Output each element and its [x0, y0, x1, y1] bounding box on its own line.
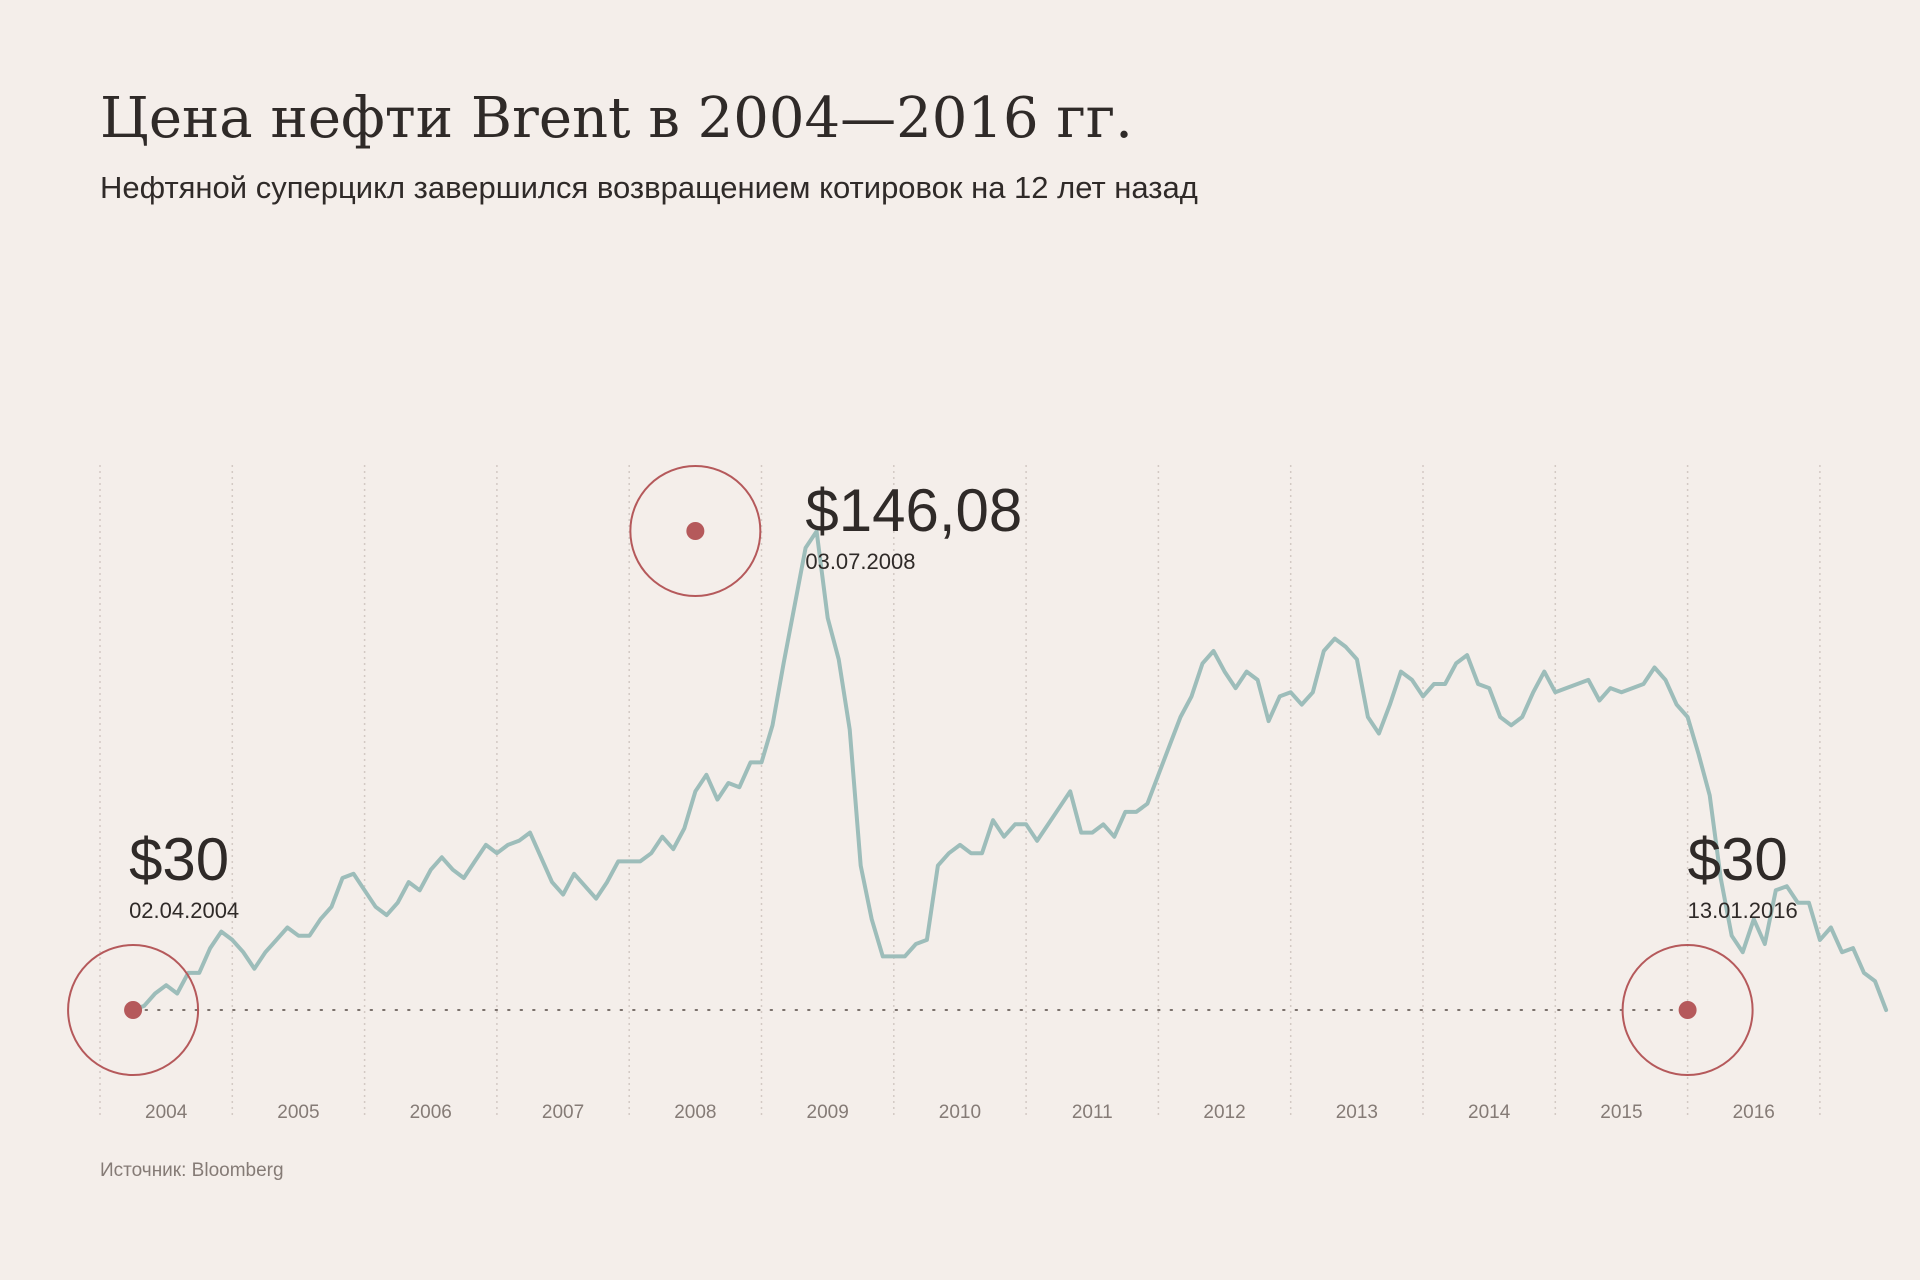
- annotation-ring: [1621, 944, 1754, 1076]
- x-axis-year-labels: 2004 2005 2006 2007 2008 2009 2010 2011 2012 2013…: [145, 1102, 1775, 1123]
- chart-subtitle: Нефтяной суперцикл завершился возвращени…: [100, 170, 1198, 205]
- annotation-dot: [686, 522, 705, 540]
- x-tick-label: 2009: [807, 1102, 849, 1123]
- year-gridlines: [99, 465, 1821, 1118]
- annotation-value: $30: [129, 826, 229, 893]
- x-tick-label: 2015: [1600, 1102, 1642, 1123]
- chart-title: Цена нефти Brent в 2004—2016 гг.: [100, 86, 1133, 151]
- price-line-series: [131, 529, 1889, 1012]
- annotation-ring: [629, 465, 762, 597]
- x-tick-label: 2006: [410, 1102, 452, 1123]
- annotation-date: 02.04.2004: [129, 898, 239, 923]
- x-tick-label: 2005: [277, 1102, 319, 1123]
- annotation-dot: [1678, 1001, 1697, 1019]
- x-tick-label: 2012: [1203, 1102, 1245, 1123]
- annotation-date: 13.01.2016: [1688, 898, 1798, 923]
- x-tick-label: 2004: [145, 1102, 188, 1123]
- x-tick-label: 2014: [1468, 1102, 1511, 1123]
- annotation-value: $146,08: [805, 477, 1022, 544]
- x-tick-label: 2007: [542, 1102, 584, 1123]
- x-tick-label: 2010: [939, 1102, 981, 1123]
- x-tick-label: 2008: [674, 1102, 716, 1123]
- annotation-dot: [124, 1001, 143, 1019]
- x-tick-label: 2013: [1336, 1102, 1378, 1123]
- x-tick-label: 2016: [1733, 1102, 1775, 1123]
- annotations: $30 02.04.2004 $146,08 03.07.2008 $30 13.01.2…: [67, 465, 1798, 1076]
- x-tick-label: 2011: [1072, 1102, 1113, 1123]
- annotation-value: $30: [1688, 826, 1788, 893]
- annotation-ring: [67, 944, 200, 1076]
- source-note: Источник: Bloomberg: [100, 1160, 284, 1181]
- annotation-date: 03.07.2008: [805, 549, 915, 574]
